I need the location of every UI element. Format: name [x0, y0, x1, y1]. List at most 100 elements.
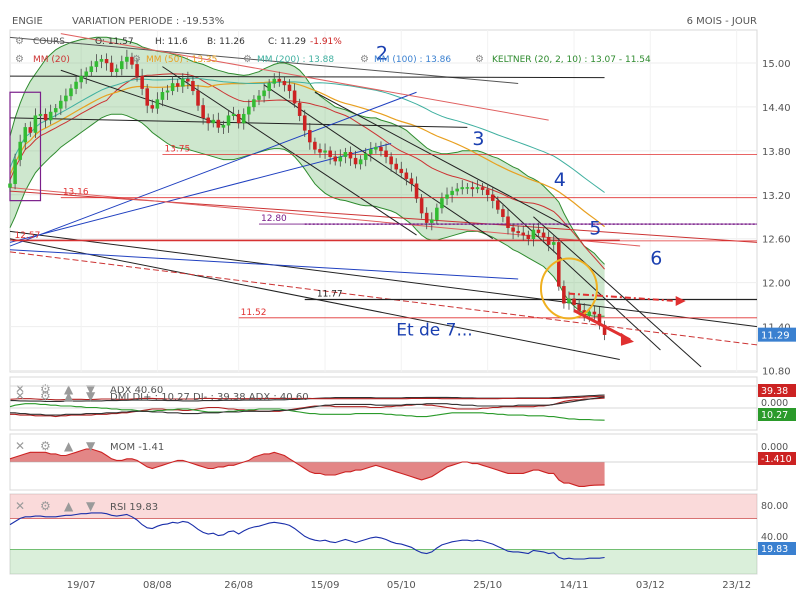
candle-up — [440, 198, 444, 209]
settings-gear-icon[interactable]: ⚙ — [40, 499, 51, 513]
candle-up — [170, 83, 175, 92]
annotation-label: 3 — [472, 128, 484, 150]
level-label: 13.75 — [164, 144, 190, 154]
level-label: 12.80 — [261, 214, 287, 224]
candle-up — [79, 75, 83, 83]
candle-down — [480, 187, 485, 190]
mm200-label: MM (200) : 13.88 — [257, 55, 334, 65]
settings-gear-icon[interactable]: ⚙ — [15, 36, 24, 47]
candle-down — [572, 298, 576, 305]
candle-down — [145, 88, 149, 106]
candle-up — [343, 152, 348, 157]
indicator-axis-label: 0.000 — [761, 398, 788, 409]
close-icon[interactable]: ✕ — [15, 499, 25, 513]
candle-down — [516, 231, 520, 234]
candle-down — [511, 227, 515, 232]
period-label[interactable]: 6 MOIS - JOUR — [687, 16, 757, 27]
candle-up — [272, 78, 277, 84]
candle-up — [323, 150, 327, 153]
candle-down — [399, 168, 404, 174]
indicator-label: RSI 19.83 — [110, 502, 158, 513]
level-label: 11.52 — [241, 308, 267, 318]
candle-up — [125, 56, 129, 62]
move-up-icon[interactable]: ▲ — [64, 382, 74, 396]
keltner-gear-icon[interactable]: ⚙ — [475, 54, 484, 65]
settings-gear-icon[interactable]: ⚙ — [40, 389, 51, 403]
level-label: 11.77 — [317, 289, 343, 299]
price-tick-label: 12.00 — [762, 279, 791, 290]
mm20-gear-icon[interactable]: ⚙ — [15, 54, 24, 65]
candle-down — [557, 242, 561, 287]
candle-up — [460, 187, 465, 190]
settings-gear-icon[interactable]: ⚙ — [40, 439, 51, 453]
indicator-axis-label: 39.38 — [761, 386, 788, 397]
resistance-line — [9, 36, 519, 84]
close-icon[interactable]: ✕ — [15, 389, 25, 403]
price-tick-label: 12.60 — [762, 235, 791, 246]
date-tick-label: 19/07 — [67, 580, 96, 591]
candle-up — [120, 61, 124, 70]
candle-down — [506, 216, 510, 228]
candle-down — [470, 187, 475, 190]
mm200-gear-icon[interactable]: ⚙ — [243, 54, 252, 65]
mm50-label: MM (50) : 13.35 — [146, 55, 217, 65]
candle-down — [175, 83, 180, 87]
candle-down — [414, 183, 419, 199]
candle-down — [490, 194, 495, 201]
indicator-value-tag — [758, 408, 796, 421]
candle-down — [109, 62, 114, 72]
indicator-axis-label: 40.00 — [761, 532, 788, 543]
move-down-icon[interactable]: ▼ — [86, 439, 96, 453]
candle-up — [435, 207, 439, 220]
price-tick-label: 10.80 — [762, 367, 791, 378]
candle-up — [358, 159, 363, 165]
candle-down — [236, 113, 241, 124]
mm50-gear-icon[interactable]: ⚙ — [132, 54, 141, 65]
close-icon[interactable]: ✕ — [15, 382, 25, 396]
candle-up — [59, 100, 63, 109]
candle-down — [536, 229, 541, 234]
candle-up — [252, 99, 256, 108]
trendline-black-1 — [9, 230, 758, 328]
highlight-ellipse — [539, 257, 598, 320]
annotation-label: 6 — [650, 247, 662, 269]
candle-down — [419, 198, 424, 214]
candle-down — [28, 127, 33, 133]
candle-down — [485, 189, 490, 196]
candle-up — [531, 229, 536, 239]
candle-down — [287, 84, 292, 92]
candle-up — [64, 95, 68, 102]
candle-up — [84, 71, 88, 77]
move-up-icon[interactable]: ▲ — [64, 389, 74, 403]
candle-down — [424, 212, 429, 223]
candle-down — [191, 81, 195, 92]
candle-up — [114, 68, 119, 72]
move-up-icon[interactable]: ▲ — [64, 499, 74, 513]
date-tick-label: 08/08 — [143, 580, 172, 591]
mm100-gear-icon[interactable]: ⚙ — [360, 54, 369, 65]
candle-up — [181, 78, 185, 87]
close-icon[interactable]: ✕ — [15, 439, 25, 453]
adx-line — [9, 395, 605, 401]
falling-line-6 — [533, 216, 702, 368]
date-tick-label: 15/09 — [311, 580, 340, 591]
candle-down — [526, 234, 531, 239]
settings-gear-icon[interactable]: ⚙ — [40, 382, 51, 396]
candle-up — [33, 115, 38, 133]
candle-down — [333, 156, 337, 162]
move-down-icon[interactable]: ▼ — [86, 499, 96, 513]
move-down-icon[interactable]: ▼ — [86, 382, 96, 396]
price-tick-label: 15.00 — [762, 59, 791, 70]
mom-line — [9, 448, 605, 487]
candle-up — [69, 88, 73, 97]
candle-up — [445, 194, 449, 199]
indicator-panes: ✕ ⚙ ▲ ▼ ADX 40.60 0.000 ✕ ⚙ ▲ ▼ DMI DI+ : 10.27 DI… — [9, 376, 796, 575]
high-value: H: 11.6 — [155, 37, 188, 47]
date-tick-label: 14/11 — [560, 580, 589, 591]
candle-up — [241, 113, 246, 124]
falling-line-5 — [492, 194, 661, 351]
candle-up — [8, 183, 12, 188]
move-down-icon[interactable]: ▼ — [86, 389, 96, 403]
move-up-icon[interactable]: ▲ — [64, 439, 74, 453]
